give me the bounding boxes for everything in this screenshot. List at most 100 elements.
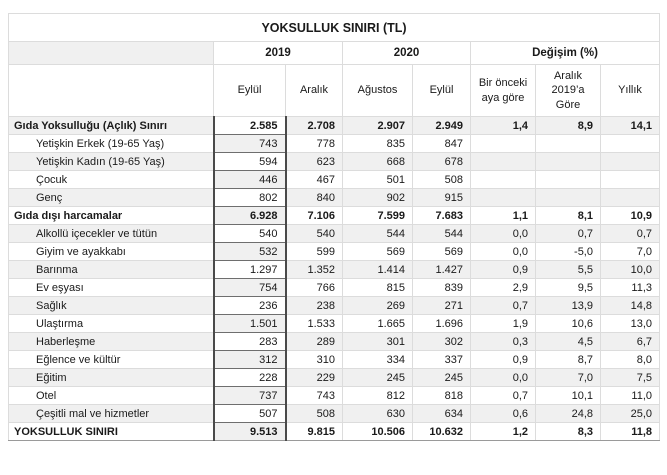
table-title-row: YOKSULLUK SINIRI (TL) <box>7 13 661 42</box>
row-label: Yetişkin Erkek (19-65 Yaş) <box>8 134 214 153</box>
row-label: Sağlık <box>8 296 214 315</box>
cell-value: 1,9 <box>470 314 536 333</box>
cell-value: 1,2 <box>470 422 536 441</box>
cell-value: 847 <box>412 134 471 153</box>
column-header: Aralık 2019’a Göre <box>535 64 601 117</box>
row-label: Yetişkin Kadın (19-65 Yaş) <box>8 152 214 171</box>
cell-value <box>599 152 661 171</box>
cell-value: 634 <box>412 404 471 423</box>
cell-value: 7.683 <box>412 206 471 225</box>
cell-value: 0,7 <box>470 296 536 315</box>
cell-value: 10.506 <box>342 422 413 441</box>
month-header-blank-cell <box>8 64 214 117</box>
cell-value: 0,0 <box>470 224 536 243</box>
cell-value: 7,0 <box>535 368 601 387</box>
cell-value: 7,5 <box>599 368 661 387</box>
cell-value <box>470 170 536 189</box>
table-row: Alkollü içecekler ve tütün 540 540 544 544 0,… <box>8 224 661 243</box>
cell-value: 14,8 <box>599 296 661 315</box>
column-group-header: 2019 <box>213 41 343 65</box>
cell-value: 238 <box>285 296 343 315</box>
row-label: Ulaştırma <box>8 314 214 333</box>
cell-value: 5,5 <box>535 260 601 279</box>
cell-value <box>470 152 536 171</box>
cell-value <box>535 170 601 189</box>
cell-value: 0,7 <box>599 224 661 243</box>
cell-value: 0,3 <box>470 332 536 351</box>
cell-value: 283 <box>212 332 287 351</box>
cell-value: 334 <box>342 350 413 369</box>
row-label: Haberleşme <box>8 332 214 351</box>
cell-value <box>470 134 536 153</box>
poverty-line-table: YOKSULLUK SINIRI (TL) 2019 2020 Değişim (%… <box>7 13 661 441</box>
cell-value: 599 <box>285 242 343 261</box>
cell-value: 569 <box>342 242 413 261</box>
year-group-header-row: 2019 2020 Değişim (%) <box>8 41 661 65</box>
cell-value: 743 <box>212 134 287 153</box>
cell-value: 754 <box>212 278 287 297</box>
cell-value: 501 <box>342 170 413 189</box>
cell-value: 1.696 <box>412 314 471 333</box>
cell-value: 1.352 <box>285 260 343 279</box>
cell-value: 302 <box>412 332 471 351</box>
cell-value: 0,9 <box>470 260 536 279</box>
row-label: Barınma <box>8 260 214 279</box>
cell-value: 0,9 <box>470 350 536 369</box>
cell-value: 8,1 <box>535 206 601 225</box>
table-row: Çocuk 446 467 501 508 <box>8 170 661 189</box>
table-row: Giyim ve ayakkabı 532 599 569 569 0,0 -5,0 7,0 <box>8 242 661 261</box>
column-header: Bir önceki aya göre <box>470 64 536 117</box>
cell-value: 4,5 <box>535 332 601 351</box>
cell-value: 818 <box>412 386 471 405</box>
cell-value: 540 <box>285 224 343 243</box>
cell-value: 1.427 <box>412 260 471 279</box>
cell-value: 544 <box>412 224 471 243</box>
cell-value: 508 <box>412 170 471 189</box>
cell-value: 7,0 <box>599 242 661 261</box>
cell-value: 11,3 <box>599 278 661 297</box>
cell-value: 8,9 <box>535 116 601 135</box>
column-header: Ağustos <box>342 64 413 117</box>
column-group-header: Değişim (%) <box>469 41 661 65</box>
cell-value: 228 <box>212 368 287 387</box>
cell-value: 1.533 <box>285 314 343 333</box>
cell-value: 271 <box>412 296 471 315</box>
cell-value: 532 <box>212 242 287 261</box>
row-label: YOKSULLUK SINIRI <box>8 422 214 441</box>
cell-value: 668 <box>342 152 413 171</box>
row-label: Eğitim <box>8 368 214 387</box>
cell-value: 7.599 <box>342 206 413 225</box>
cell-value: 245 <box>342 368 413 387</box>
cell-value: 312 <box>212 350 287 369</box>
cell-value <box>599 170 661 189</box>
cell-value: 289 <box>285 332 343 351</box>
cell-value: 2.708 <box>285 116 343 135</box>
cell-value: 8,0 <box>599 350 661 369</box>
cell-value: 902 <box>342 188 413 207</box>
column-group-header: 2020 <box>342 41 471 65</box>
cell-value: 766 <box>285 278 343 297</box>
table-row: Ev eşyası 754 766 815 839 2,9 9,5 11,3 <box>8 278 661 297</box>
cell-value: 507 <box>212 404 287 423</box>
cell-value: 10,9 <box>599 206 661 225</box>
cell-value: 594 <box>212 152 287 171</box>
row-label: Gıda dışı harcamalar <box>8 206 214 225</box>
cell-value: 1.297 <box>212 260 287 279</box>
cell-value: 24,8 <box>535 404 601 423</box>
cell-value: 1.501 <box>212 314 287 333</box>
table-row: Barınma 1.297 1.352 1.414 1.427 0,9 5,5 10,0 <box>8 260 661 279</box>
cell-value: 737 <box>212 386 287 405</box>
table-row: Gıda Yoksulluğu (Açlık) Sınırı 2.585 2.708… <box>8 116 661 135</box>
column-header: Eylül <box>412 64 471 117</box>
cell-value: 815 <box>342 278 413 297</box>
cell-value: 1.665 <box>342 314 413 333</box>
cell-value: 245 <box>412 368 471 387</box>
table-row: Gıda dışı harcamalar 6.928 7.106 7.599 7.683… <box>8 206 661 225</box>
column-header: Yıllık <box>599 64 661 117</box>
table-row: YOKSULLUK SINIRI 9.513 9.815 10.506 10.632 1,… <box>8 422 661 441</box>
cell-value: 310 <box>285 350 343 369</box>
cell-value: 9,5 <box>535 278 601 297</box>
cell-value: 544 <box>342 224 413 243</box>
cell-value: 1.414 <box>342 260 413 279</box>
row-label: Otel <box>8 386 214 405</box>
